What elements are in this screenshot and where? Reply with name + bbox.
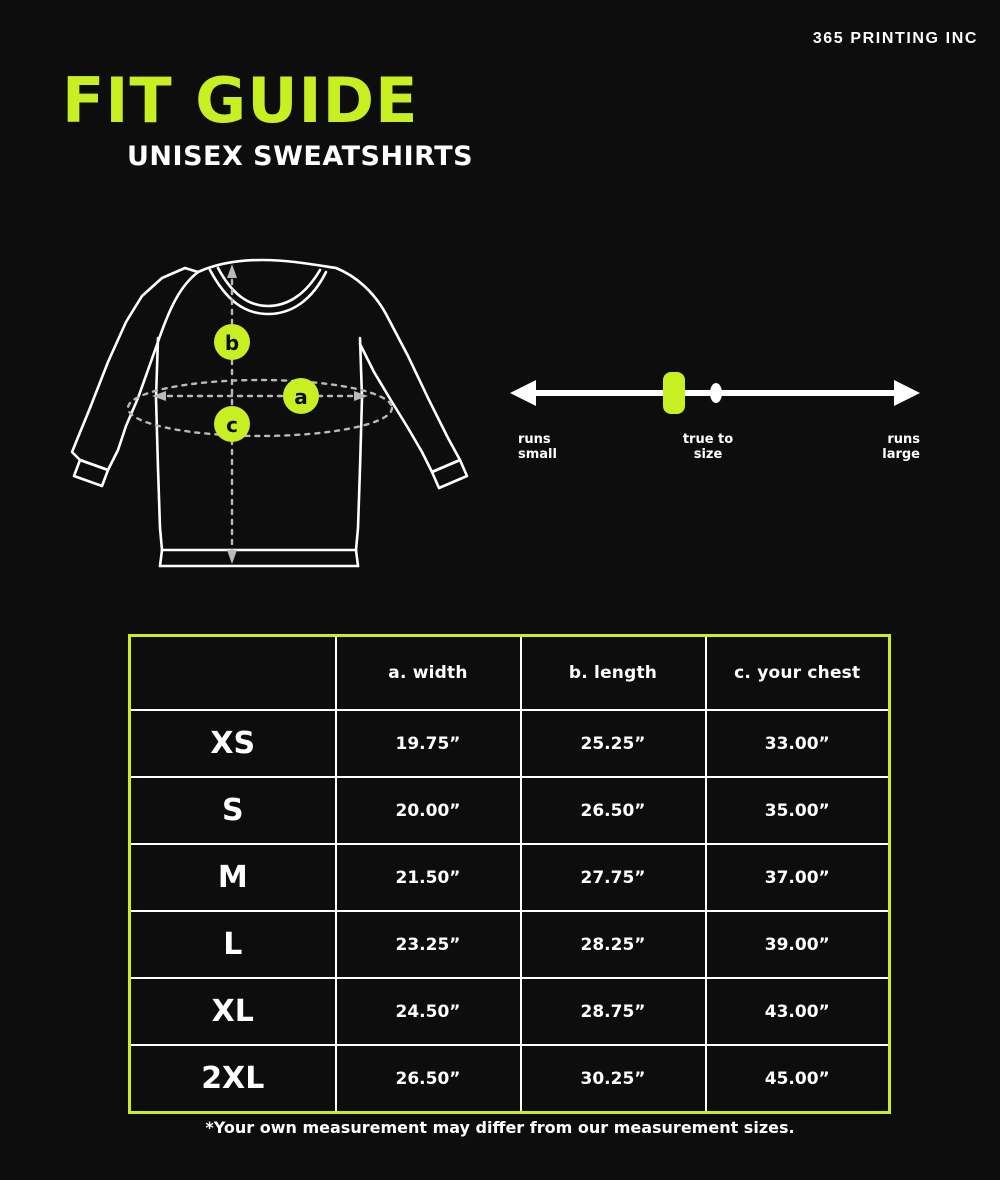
- chest-value: 37.00”: [704, 843, 890, 912]
- size-label: L: [129, 910, 337, 979]
- column-header-width: a. width: [334, 635, 522, 711]
- length-value: 26.50”: [519, 776, 707, 845]
- chest-value: 35.00”: [704, 776, 890, 845]
- brand-name: 365 PRINTING INC: [812, 30, 978, 47]
- chest-value: 33.00”: [704, 709, 890, 778]
- size-label: M: [129, 843, 337, 912]
- table-row: XS 19.75” 25.25” 33.00”: [129, 709, 890, 778]
- table-row: S 20.00” 26.50” 35.00”: [129, 776, 890, 845]
- length-value: 28.75”: [519, 977, 707, 1046]
- page-title: FIT GUIDE: [62, 64, 419, 137]
- runs-small-line1: runs: [518, 432, 551, 447]
- table-row: XL 24.50” 28.75” 43.00”: [129, 977, 890, 1046]
- width-value: 26.50”: [334, 1044, 522, 1113]
- page-subtitle: UNISEX SWEATSHIRTS: [127, 141, 474, 172]
- chest-value: 39.00”: [704, 910, 890, 979]
- true-to-size-line1: true to: [682, 432, 734, 447]
- size-chart-table: a. width b. length c. your chest XS 19.7…: [128, 634, 891, 1114]
- column-header-length: b. length: [519, 635, 707, 711]
- svg-text:b: b: [225, 331, 239, 355]
- width-value: 23.25”: [334, 910, 522, 979]
- length-value: 28.25”: [519, 910, 707, 979]
- table-header-row: a. width b. length c. your chest: [129, 635, 890, 711]
- svg-text:a: a: [294, 385, 308, 409]
- sweatshirt-diagram: b a c: [30, 238, 500, 583]
- true-to-size-dot: [710, 383, 722, 403]
- table-row: L 23.25” 28.25” 39.00”: [129, 910, 890, 979]
- width-value: 24.50”: [334, 977, 522, 1046]
- table-body: XS 19.75” 25.25” 33.00” S 20.00” 26.50” …: [129, 709, 890, 1113]
- chest-value: 43.00”: [704, 977, 890, 1046]
- badge-c-group: c: [214, 406, 250, 442]
- size-label: XL: [129, 977, 337, 1046]
- size-label: XS: [129, 709, 337, 778]
- measurement-disclaimer: *Your own measurement may differ from ou…: [205, 1118, 795, 1137]
- fit-scale-label-runs-large: runs large: [882, 432, 920, 462]
- column-header-chest: c. your chest: [704, 635, 890, 711]
- runs-small-line2: small: [518, 447, 557, 462]
- table-row: M 21.50” 27.75” 37.00”: [129, 843, 890, 912]
- badge-a-group: a: [283, 378, 319, 414]
- size-label: 2XL: [129, 1044, 337, 1113]
- fit-scale-label-runs-small: runs small: [518, 432, 557, 462]
- width-value: 21.50”: [334, 843, 522, 912]
- fit-scale: runs small true to size runs large: [500, 360, 930, 480]
- size-label: S: [129, 776, 337, 845]
- length-value: 25.25”: [519, 709, 707, 778]
- table-row: 2XL 26.50” 30.25” 45.00”: [129, 1044, 890, 1113]
- svg-text:c: c: [226, 413, 238, 437]
- width-value: 19.75”: [334, 709, 522, 778]
- chest-value: 45.00”: [704, 1044, 890, 1113]
- runs-large-line1: runs: [887, 432, 920, 447]
- width-value: 20.00”: [334, 776, 522, 845]
- table-corner-cell: [129, 635, 337, 711]
- fit-scale-arrow: [510, 372, 920, 414]
- length-value: 27.75”: [519, 843, 707, 912]
- true-to-size-line2: size: [693, 447, 723, 462]
- fit-marker: [663, 372, 685, 414]
- runs-large-line2: large: [882, 447, 920, 462]
- fit-scale-label-true-to-size: true to size: [663, 432, 753, 462]
- length-value: 30.25”: [519, 1044, 707, 1113]
- badge-b-group: b: [214, 324, 250, 360]
